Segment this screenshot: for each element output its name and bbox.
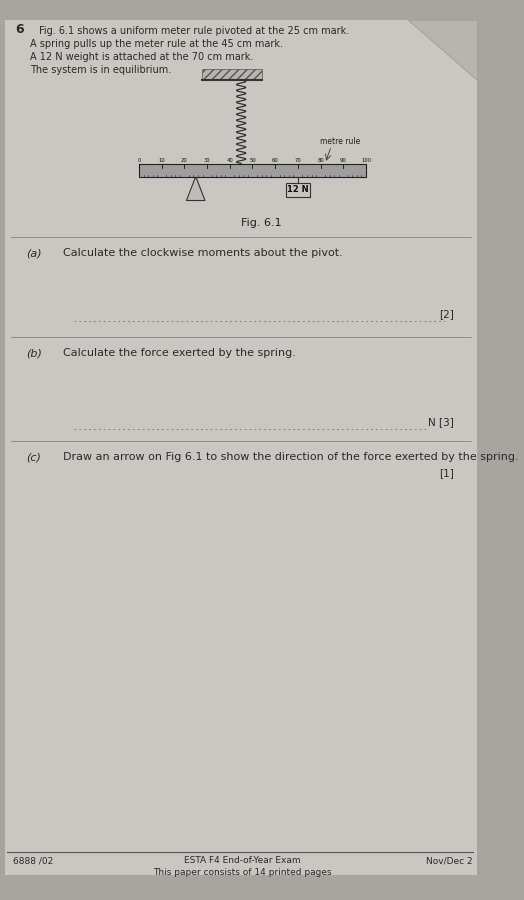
- Text: 70: 70: [294, 158, 301, 164]
- Text: metre rule: metre rule: [320, 137, 361, 146]
- Bar: [202, 69, 261, 80]
- Text: (a): (a): [26, 248, 41, 258]
- Text: 20: 20: [181, 158, 188, 164]
- Text: (b): (b): [26, 348, 42, 358]
- Polygon shape: [187, 176, 205, 201]
- Text: Draw an arrow on Fig 6.1 to show the direction of the force exerted by the sprin: Draw an arrow on Fig 6.1 to show the dir…: [63, 453, 519, 463]
- Text: 12 N: 12 N: [287, 185, 309, 194]
- Text: 90: 90: [340, 158, 347, 164]
- Text: Nov/Dec 2: Nov/Dec 2: [426, 856, 473, 865]
- Text: (c): (c): [26, 453, 41, 463]
- Text: 40: 40: [226, 158, 233, 164]
- Text: 30: 30: [204, 158, 211, 164]
- Polygon shape: [408, 20, 477, 80]
- Text: 80: 80: [317, 158, 324, 164]
- Text: A spring pulls up the meter rule at the 45 cm mark.: A spring pulls up the meter rule at the …: [30, 39, 282, 49]
- Text: This paper consists of 14 printed pages: This paper consists of 14 printed pages: [154, 868, 332, 877]
- Text: Fig. 6.1: Fig. 6.1: [242, 219, 282, 229]
- Text: 60: 60: [272, 158, 279, 164]
- Text: 10: 10: [158, 158, 165, 164]
- Text: 100: 100: [361, 158, 371, 164]
- Bar: [286, 183, 310, 196]
- Text: Calculate the force exerted by the spring.: Calculate the force exerted by the sprin…: [63, 348, 296, 358]
- Text: 0: 0: [137, 158, 140, 164]
- Bar: [139, 164, 366, 176]
- Text: A 12 N weight is attached at the 70 cm mark.: A 12 N weight is attached at the 70 cm m…: [30, 52, 253, 62]
- Text: 6: 6: [15, 23, 24, 36]
- Text: 6888 /02: 6888 /02: [13, 856, 53, 865]
- Text: [2]: [2]: [439, 310, 454, 320]
- Text: ESTA F4 End-of-Year Exam: ESTA F4 End-of-Year Exam: [184, 856, 301, 865]
- Text: Calculate the clockwise moments about the pivot.: Calculate the clockwise moments about th…: [63, 248, 343, 258]
- Text: Fig. 6.1 shows a uniform meter rule pivoted at the 25 cm mark.: Fig. 6.1 shows a uniform meter rule pivo…: [39, 26, 349, 36]
- Text: N [3]: N [3]: [428, 418, 454, 428]
- Text: 50: 50: [249, 158, 256, 164]
- Text: The system is in equilibrium.: The system is in equilibrium.: [30, 65, 171, 75]
- Text: [1]: [1]: [439, 469, 454, 479]
